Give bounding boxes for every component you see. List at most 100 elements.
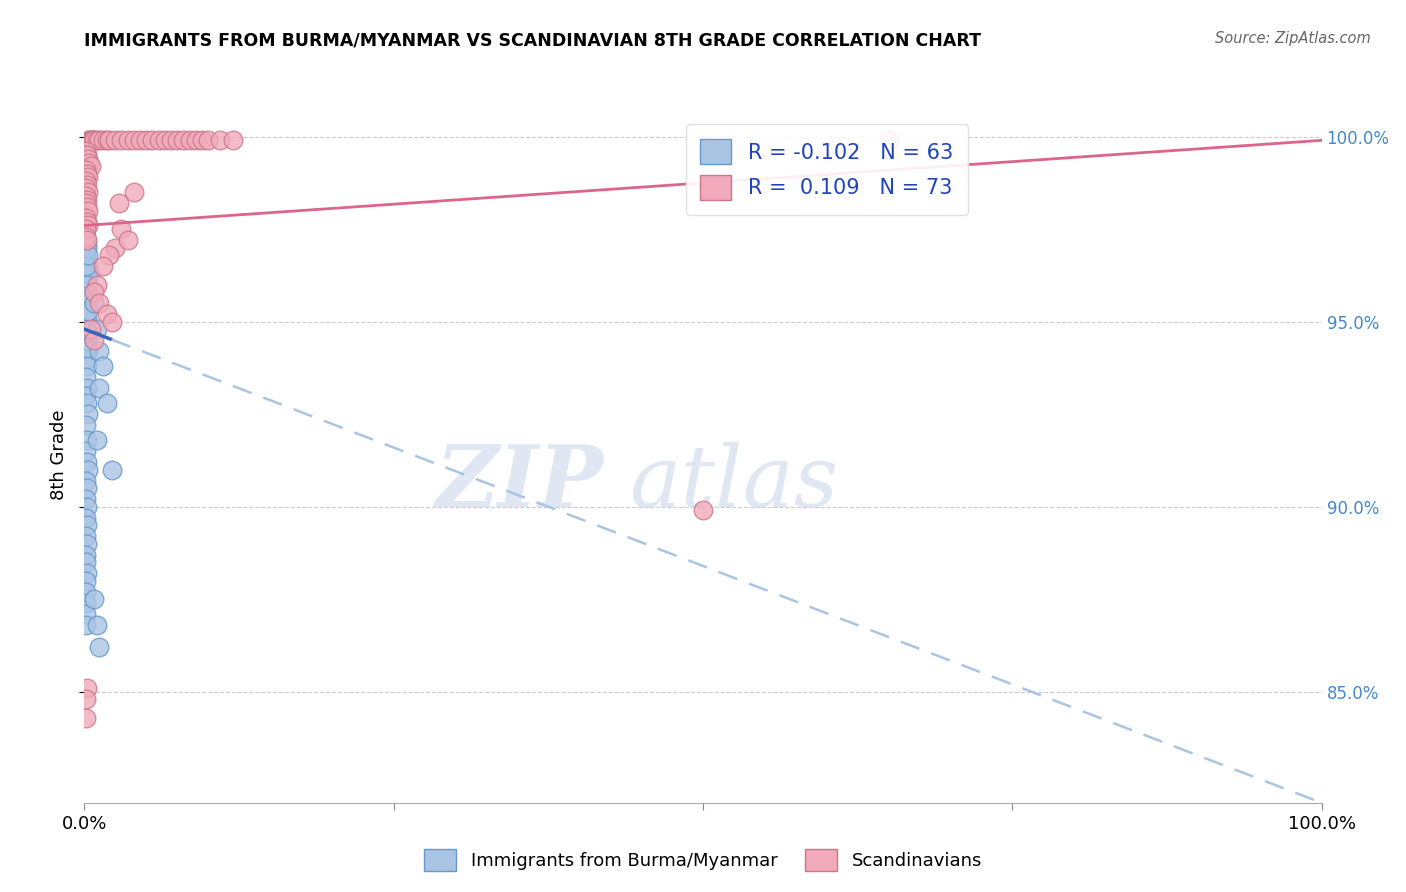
- Point: [129, 133, 152, 147]
- Point: [76, 433, 98, 447]
- Point: [75, 492, 97, 507]
- Point: [76, 359, 98, 373]
- Point: [86, 322, 108, 336]
- Point: [108, 196, 131, 211]
- Text: atlas: atlas: [628, 442, 838, 524]
- Point: [75, 370, 97, 384]
- Point: [197, 133, 219, 147]
- Point: [96, 307, 118, 321]
- Point: [89, 133, 111, 147]
- Point: [117, 133, 139, 147]
- Point: [76, 200, 98, 214]
- Point: [75, 174, 97, 188]
- Legend: Immigrants from Burma/Myanmar, Scandinavians: Immigrants from Burma/Myanmar, Scandinav…: [416, 842, 990, 879]
- Point: [76, 566, 98, 581]
- Point: [75, 351, 97, 366]
- Point: [89, 381, 111, 395]
- Point: [86, 433, 108, 447]
- Point: [76, 500, 98, 514]
- Point: [77, 463, 100, 477]
- Point: [77, 303, 100, 318]
- Point: [172, 133, 194, 147]
- Point: [89, 344, 111, 359]
- Text: ZIP: ZIP: [436, 441, 605, 524]
- Point: [75, 211, 97, 225]
- Point: [75, 145, 97, 159]
- Point: [89, 640, 111, 655]
- Point: [76, 293, 98, 307]
- Point: [692, 503, 714, 517]
- Point: [117, 233, 139, 247]
- Point: [86, 618, 108, 632]
- Point: [76, 381, 98, 395]
- Point: [79, 267, 101, 281]
- Point: [77, 185, 100, 199]
- Point: [166, 133, 188, 147]
- Point: [877, 133, 900, 147]
- Point: [76, 396, 98, 410]
- Point: [77, 277, 100, 292]
- Point: [75, 136, 97, 151]
- Point: [75, 607, 97, 621]
- Point: [75, 618, 97, 632]
- Point: [75, 163, 97, 178]
- Point: [75, 444, 97, 458]
- Point: [122, 133, 145, 147]
- Point: [75, 574, 97, 588]
- Point: [76, 481, 98, 495]
- Point: [76, 270, 98, 285]
- Point: [83, 296, 105, 310]
- Point: [75, 511, 97, 525]
- Point: [77, 315, 100, 329]
- Point: [75, 529, 97, 543]
- Point: [110, 133, 132, 147]
- Point: [75, 555, 97, 569]
- Point: [77, 133, 100, 147]
- Point: [191, 133, 214, 147]
- Y-axis label: 8th Grade: 8th Grade: [49, 409, 67, 500]
- Point: [222, 133, 245, 147]
- Point: [76, 681, 98, 695]
- Point: [86, 277, 108, 292]
- Point: [96, 133, 118, 147]
- Point: [79, 155, 101, 169]
- Point: [77, 203, 100, 218]
- Point: [75, 596, 97, 610]
- Point: [104, 241, 127, 255]
- Point: [79, 322, 101, 336]
- Legend: R = -0.102   N = 63, R =  0.109   N = 73: R = -0.102 N = 63, R = 0.109 N = 73: [686, 124, 967, 215]
- Point: [77, 170, 100, 185]
- Point: [83, 285, 105, 299]
- Point: [83, 333, 105, 347]
- Point: [77, 219, 100, 233]
- Point: [79, 159, 101, 173]
- Point: [153, 133, 176, 147]
- Point: [75, 322, 97, 336]
- Point: [148, 133, 170, 147]
- Point: [79, 133, 101, 147]
- Point: [75, 196, 97, 211]
- Point: [75, 548, 97, 562]
- Point: [75, 285, 97, 299]
- Point: [179, 133, 201, 147]
- Point: [77, 407, 100, 421]
- Point: [76, 518, 98, 533]
- Text: IMMIGRANTS FROM BURMA/MYANMAR VS SCANDINAVIAN 8TH GRADE CORRELATION CHART: IMMIGRANTS FROM BURMA/MYANMAR VS SCANDIN…: [84, 31, 981, 49]
- Point: [75, 189, 97, 203]
- Point: [76, 237, 98, 252]
- Point: [76, 322, 98, 336]
- Point: [76, 193, 98, 207]
- Point: [86, 133, 108, 147]
- Point: [75, 259, 97, 273]
- Point: [77, 152, 100, 166]
- Point: [76, 241, 98, 255]
- Point: [100, 315, 122, 329]
- Point: [75, 389, 97, 403]
- Point: [76, 136, 98, 151]
- Point: [91, 359, 114, 373]
- Point: [104, 133, 127, 147]
- Point: [75, 692, 97, 706]
- Point: [76, 215, 98, 229]
- Point: [76, 341, 98, 355]
- Point: [82, 133, 104, 147]
